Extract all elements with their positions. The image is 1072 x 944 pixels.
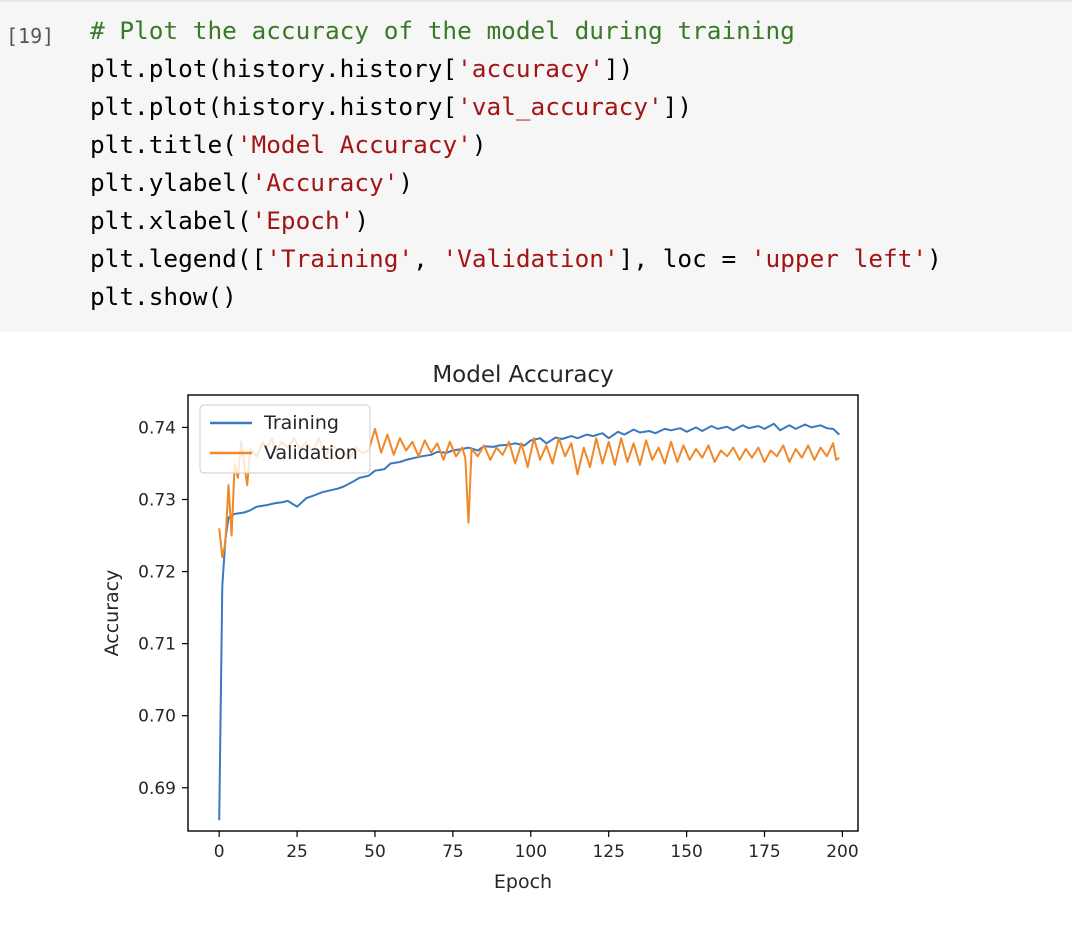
code-line: plt.plot(history.history['val_accuracy']… [90, 88, 942, 126]
y-tick-label: 0.73 [138, 490, 176, 510]
code-line: plt.show() [90, 278, 942, 316]
code-token: ) [471, 130, 487, 159]
code-token: plt.legend([ [90, 244, 267, 273]
cell-output: Model Accuracy Epoch Accuracy 0 25 50 75 100… [0, 332, 1072, 940]
y-axis-label: Accuracy [101, 570, 123, 657]
y-tick-label: 0.69 [138, 779, 176, 799]
series-line-training [218, 422, 840, 821]
chart-title: Model Accuracy [432, 362, 613, 388]
code-comment: # Plot the accuracy of the model during … [90, 16, 795, 45]
accuracy-chart: Model Accuracy Epoch Accuracy 0 25 50 75 100… [101, 362, 859, 893]
code-string: 'Training' [266, 244, 414, 273]
code-token: plt.plot(history.history[ [90, 92, 458, 121]
x-tick-label: 0 [214, 842, 225, 862]
code-token: ]) [603, 54, 634, 83]
code-token: plt.xlabel( [90, 206, 252, 235]
code-editor[interactable]: # Plot the accuracy of the model during … [90, 12, 942, 316]
code-line: plt.legend(['Training', 'Validation'], l… [90, 240, 942, 278]
axes-frame [187, 394, 859, 832]
code-line: # Plot the accuracy of the model during … [90, 12, 942, 50]
code-token: ) [398, 168, 414, 197]
code-string: 'Accuracy' [251, 168, 399, 197]
code-token: plt.show() [90, 282, 237, 311]
code-line: plt.plot(history.history['accuracy']) [90, 50, 942, 88]
x-tick-label: 25 [286, 842, 308, 862]
code-line: plt.xlabel('Epoch') [90, 202, 942, 240]
execution-count: [19] [6, 24, 55, 48]
code-token: plt.plot(history.history[ [90, 54, 458, 83]
y-tick-label: 0.71 [138, 635, 176, 655]
y-tick-label: 0.74 [138, 418, 176, 438]
code-token: ) [927, 244, 942, 273]
code-string: 'Model Accuracy' [236, 130, 472, 159]
code-string: 'upper left' [750, 244, 928, 273]
legend-label-validation: Validation [264, 442, 358, 464]
code-token: ], loc = [618, 244, 751, 273]
x-tick-label: 200 [826, 842, 858, 862]
code-token: plt.title( [90, 130, 237, 159]
y-tick-label: 0.72 [138, 563, 176, 583]
x-tick-label: 75 [442, 842, 464, 862]
x-tick-label: 50 [364, 842, 386, 862]
x-axis-label: Epoch [494, 871, 552, 893]
code-token: plt.ylabel( [90, 168, 252, 197]
x-tick-label: 125 [592, 842, 624, 862]
chart-legend: Training Validation [199, 404, 371, 474]
code-line: plt.title('Model Accuracy') [90, 126, 942, 164]
x-tick-label: 100 [515, 842, 547, 862]
code-line: plt.ylabel('Accuracy') [90, 164, 942, 202]
code-token: , [413, 244, 443, 273]
code-string: 'Epoch' [251, 206, 355, 235]
code-cell[interactable]: [19] # Plot the accuracy of the model du… [0, 0, 1072, 332]
code-string: 'accuracy' [457, 54, 604, 83]
legend-label-training: Training [263, 412, 339, 434]
y-tick-label: 0.70 [138, 707, 176, 727]
code-token: ) [354, 206, 370, 235]
code-string: 'Validation' [442, 244, 619, 273]
code-token: ]) [662, 92, 693, 121]
x-tick-label: 175 [748, 842, 780, 862]
x-tick-label: 150 [670, 842, 702, 862]
code-string: 'val_accuracy' [457, 92, 663, 121]
